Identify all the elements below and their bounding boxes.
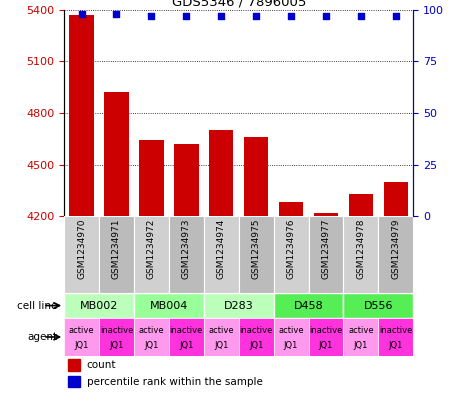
Bar bbox=[169, 216, 204, 293]
Text: GSM1234978: GSM1234978 bbox=[356, 219, 365, 279]
Bar bbox=[343, 216, 379, 293]
Bar bbox=[343, 293, 413, 318]
Bar bbox=[309, 318, 343, 356]
Text: inactive: inactive bbox=[170, 326, 203, 335]
Text: D283: D283 bbox=[224, 301, 254, 310]
Text: JQ1: JQ1 bbox=[144, 341, 159, 350]
Title: GDS5346 / 7896005: GDS5346 / 7896005 bbox=[171, 0, 306, 9]
Text: active: active bbox=[139, 326, 164, 335]
Text: inactive: inactive bbox=[239, 326, 273, 335]
Text: MB004: MB004 bbox=[150, 301, 188, 310]
Text: MB002: MB002 bbox=[80, 301, 118, 310]
Point bbox=[322, 13, 330, 19]
Point bbox=[357, 13, 365, 19]
Text: GSM1234970: GSM1234970 bbox=[77, 219, 86, 279]
Text: active: active bbox=[209, 326, 234, 335]
Bar bbox=[209, 130, 233, 393]
Point bbox=[252, 13, 260, 19]
Text: JQ1: JQ1 bbox=[214, 341, 228, 350]
Text: JQ1: JQ1 bbox=[284, 341, 298, 350]
Bar bbox=[104, 92, 129, 393]
Text: count: count bbox=[87, 360, 116, 370]
Text: inactive: inactive bbox=[100, 326, 133, 335]
Bar bbox=[309, 216, 343, 293]
Bar bbox=[67, 376, 80, 387]
Text: JQ1: JQ1 bbox=[249, 341, 263, 350]
Text: JQ1: JQ1 bbox=[319, 341, 333, 350]
Text: GSM1234975: GSM1234975 bbox=[252, 219, 261, 279]
Point bbox=[78, 11, 86, 17]
Text: JQ1: JQ1 bbox=[179, 341, 193, 350]
Text: JQ1: JQ1 bbox=[354, 341, 368, 350]
Bar bbox=[99, 318, 134, 356]
Point bbox=[148, 13, 155, 19]
Point bbox=[287, 13, 295, 19]
Bar bbox=[64, 216, 99, 293]
Text: GSM1234971: GSM1234971 bbox=[112, 219, 121, 279]
Bar bbox=[274, 293, 343, 318]
Bar bbox=[204, 293, 274, 318]
Bar bbox=[69, 15, 94, 393]
Bar bbox=[274, 318, 309, 356]
Text: GSM1234979: GSM1234979 bbox=[391, 219, 400, 279]
Text: GSM1234974: GSM1234974 bbox=[217, 219, 226, 279]
Bar bbox=[238, 318, 274, 356]
Bar bbox=[134, 216, 169, 293]
Point bbox=[113, 11, 120, 17]
Bar bbox=[279, 202, 303, 393]
Text: active: active bbox=[278, 326, 304, 335]
Text: JQ1: JQ1 bbox=[109, 341, 124, 350]
Bar bbox=[99, 216, 134, 293]
Bar bbox=[314, 213, 338, 393]
Bar bbox=[274, 216, 309, 293]
Bar bbox=[139, 141, 163, 393]
Bar bbox=[169, 318, 204, 356]
Point bbox=[392, 13, 399, 19]
Point bbox=[218, 13, 225, 19]
Text: GSM1234972: GSM1234972 bbox=[147, 219, 156, 279]
Bar bbox=[64, 318, 99, 356]
Text: GSM1234976: GSM1234976 bbox=[286, 219, 295, 279]
Bar bbox=[384, 182, 408, 393]
Bar bbox=[379, 318, 413, 356]
Bar bbox=[343, 318, 379, 356]
Bar bbox=[379, 216, 413, 293]
Bar bbox=[67, 359, 80, 371]
Text: JQ1: JQ1 bbox=[75, 341, 89, 350]
Text: D458: D458 bbox=[294, 301, 323, 310]
Bar bbox=[349, 194, 373, 393]
Text: percentile rank within the sample: percentile rank within the sample bbox=[87, 377, 263, 387]
Bar bbox=[204, 216, 238, 293]
Text: JQ1: JQ1 bbox=[389, 341, 403, 350]
Bar bbox=[174, 144, 199, 393]
Point bbox=[182, 13, 190, 19]
Text: cell line: cell line bbox=[17, 301, 57, 310]
Bar bbox=[134, 293, 204, 318]
Text: agent: agent bbox=[27, 332, 57, 342]
Bar bbox=[64, 293, 134, 318]
Text: D556: D556 bbox=[363, 301, 393, 310]
Text: active: active bbox=[348, 326, 374, 335]
Bar bbox=[134, 318, 169, 356]
Text: GSM1234973: GSM1234973 bbox=[182, 219, 191, 279]
Text: active: active bbox=[69, 326, 95, 335]
Text: inactive: inactive bbox=[379, 326, 412, 335]
Bar bbox=[204, 318, 238, 356]
Bar bbox=[244, 137, 268, 393]
Text: GSM1234977: GSM1234977 bbox=[322, 219, 331, 279]
Bar bbox=[238, 216, 274, 293]
Text: inactive: inactive bbox=[309, 326, 342, 335]
